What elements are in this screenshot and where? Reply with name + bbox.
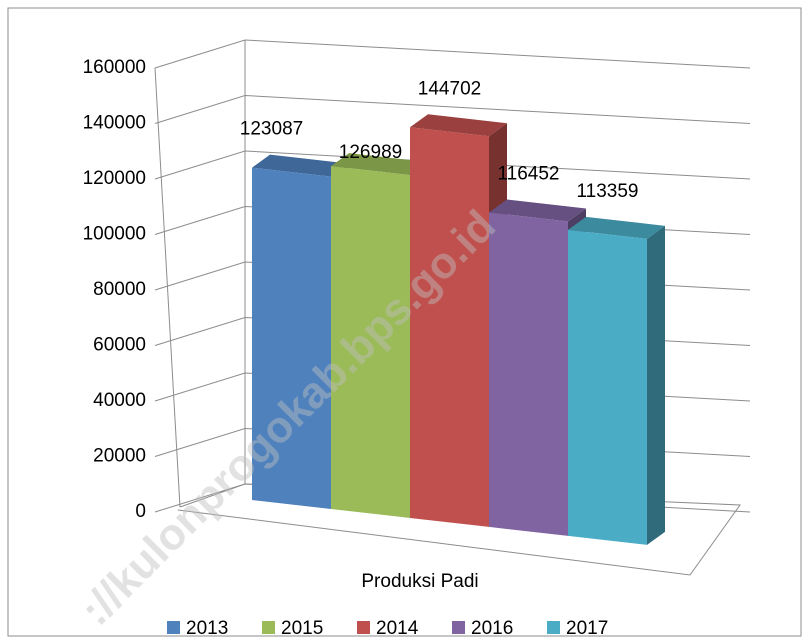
data-label: 116452 [498, 164, 560, 185]
bar [331, 166, 410, 518]
y-tick-label: 60000 [93, 335, 146, 356]
bars [252, 114, 665, 545]
legend-label: 2017 [566, 618, 608, 639]
bar [489, 212, 568, 536]
floor [177, 483, 741, 576]
y-tick-label: 20000 [93, 446, 146, 467]
y-tick-label: 40000 [93, 390, 146, 411]
data-label: 126989 [339, 142, 402, 163]
bar-top [489, 199, 586, 222]
bar-top [331, 153, 428, 176]
y-tick-label: 140000 [83, 113, 146, 134]
bar-top [410, 114, 507, 137]
bar-top [568, 216, 665, 239]
category-label: Produksi Padi [361, 571, 478, 592]
bar [410, 127, 489, 527]
y-tick-label: 160000 [83, 57, 146, 78]
legend-label: 2013 [186, 618, 228, 639]
y-tick-label: 120000 [83, 168, 146, 189]
legend-swatch [262, 621, 275, 634]
y-tick-label: 100000 [83, 224, 146, 245]
legend-label: 2014 [376, 618, 419, 639]
legend-label: 2016 [471, 618, 513, 639]
bar [568, 229, 647, 545]
y-tick-label: 80000 [93, 279, 146, 300]
data-label: 113359 [577, 181, 639, 202]
legend-label: 2015 [281, 618, 323, 639]
bar [252, 167, 331, 509]
wall-edge [154, 67, 181, 508]
bar-top [252, 154, 349, 177]
data-label: 123087 [240, 119, 303, 140]
bar-side [647, 225, 665, 545]
legend-swatch [452, 621, 465, 634]
data-label: 144702 [418, 78, 481, 99]
y-tick-label: 0 [135, 501, 146, 522]
legend-swatch [547, 621, 560, 634]
legend-swatch [357, 621, 370, 634]
legend-swatch [167, 621, 180, 634]
